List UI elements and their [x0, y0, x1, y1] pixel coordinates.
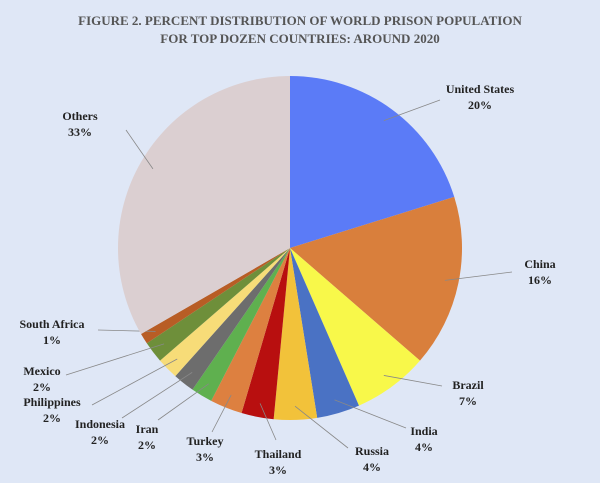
slice-value-label: 2% [138, 438, 156, 452]
pie-slice [290, 76, 455, 248]
slice-value-label: 7% [459, 394, 477, 408]
slice-label: United States [446, 82, 515, 96]
leader-line [383, 99, 441, 121]
slice-value-label: 3% [269, 463, 287, 477]
pie-slice [211, 248, 290, 414]
pie-slice [117, 76, 290, 334]
slice-label: Mexico [23, 364, 60, 378]
leader-line [444, 271, 513, 281]
slice-value-label: 2% [43, 411, 61, 425]
pie-slice [273, 248, 318, 420]
chart-title: FOR TOP DOZEN COUNTRIES: AROUND 2020 [160, 31, 439, 46]
slice-value-label: 4% [415, 440, 433, 454]
leader-line [211, 394, 232, 433]
pie-slice [141, 248, 290, 344]
leader-line [125, 129, 154, 170]
slice-value-label: 16% [528, 273, 552, 287]
leader-line [334, 399, 407, 429]
slice-label: Others [62, 109, 98, 123]
leader-line [97, 329, 156, 332]
pie-slice [290, 196, 462, 361]
leader-line [294, 405, 349, 449]
slice-label: South Africa [19, 317, 84, 331]
slice-label: Russia [355, 444, 389, 458]
slice-value-label: 2% [33, 380, 51, 394]
slice-value-label: 20% [468, 98, 492, 112]
leader-line [259, 403, 277, 441]
pie-slice [146, 248, 290, 361]
leader-line [91, 358, 178, 406]
slice-value-label: 1% [43, 333, 61, 347]
slice-label: Brazil [452, 378, 484, 392]
pie-slice [160, 248, 290, 377]
pie-slice [175, 248, 290, 390]
slice-value-label: 3% [196, 450, 214, 464]
pie-slice [290, 248, 359, 418]
slice-value-label: 2% [91, 433, 109, 447]
chart-title: FIGURE 2. PERCENT DISTRIBUTION OF WORLD … [78, 13, 522, 28]
slice-label: China [524, 257, 555, 271]
leader-line [383, 375, 443, 387]
slice-value-label: 33% [68, 125, 92, 139]
slice-label: Iran [136, 422, 159, 436]
pie-slice [241, 248, 290, 420]
slice-label: Turkey [187, 434, 224, 448]
slice-label: Thailand [255, 447, 302, 461]
pie-slice [192, 248, 290, 401]
slice-label: Philippines [23, 395, 81, 409]
pie-slice [290, 248, 420, 406]
leader-line [157, 383, 209, 421]
leader-line [121, 372, 193, 419]
slice-label: Indonesia [75, 417, 125, 431]
slice-value-label: 4% [363, 460, 381, 474]
leader-line [65, 343, 165, 376]
slice-label: India [410, 424, 437, 438]
